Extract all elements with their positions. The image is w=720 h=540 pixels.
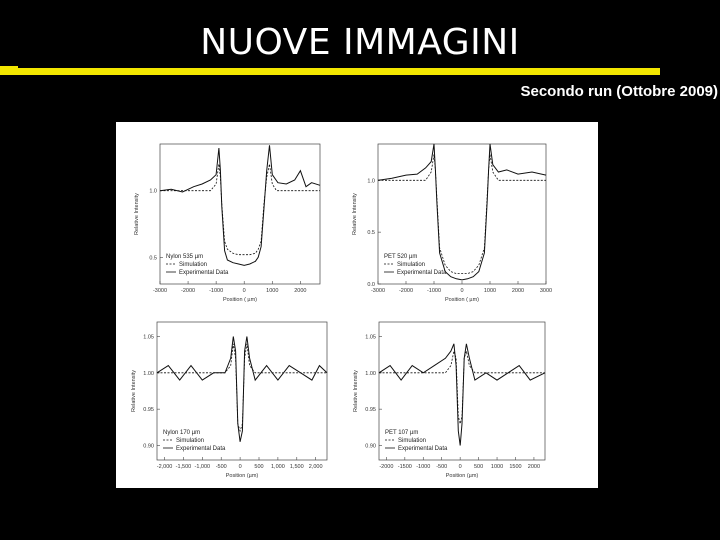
panel-3-sample-label: Nylon 170 µm — [163, 430, 200, 436]
panel-3-legend-label: Experimental Data — [176, 446, 226, 452]
panel-3-x-axis-label: Position (µm) — [226, 473, 259, 479]
panel-4-legend-label: Experimental Data — [398, 446, 448, 452]
panel-2-series-experimental-line — [377, 143, 547, 281]
panel-2-xtick-label: 2000 — [512, 288, 524, 294]
panel-2-x-axis-label: Position ( µm) — [445, 297, 479, 303]
panel-1-series-simulation-line — [160, 163, 320, 256]
panel-1-series-experimental-line — [159, 145, 321, 266]
panel-4-ytick-label: 0.95 — [365, 407, 376, 413]
panel-1-y-axis-label: Relative Intensity — [134, 193, 140, 235]
panel-2-xtick-label: 3000 — [540, 288, 552, 294]
panel-1-xtick-label: 2000 — [294, 288, 306, 294]
panel-4-xtick-label: -1500 — [398, 464, 412, 470]
panel-1-xtick-label: 1000 — [266, 288, 278, 294]
panel-1-xtick-label: -3000 — [153, 288, 167, 294]
panel-2-legend-label: Experimental Data — [397, 270, 447, 276]
panel-3-y-axis-label: Relative Intensity — [131, 370, 137, 412]
panel-3-series-simulation-line — [157, 343, 327, 433]
panel-4-xtick-label: -1000 — [416, 464, 430, 470]
panel-2-xtick-label: -2000 — [399, 288, 413, 294]
panel-4-xtick-label: 0 — [459, 464, 462, 470]
panel-1-legend-label: Experimental Data — [179, 270, 229, 276]
panel-4-x-axis-label: Position (µm) — [446, 473, 479, 479]
panel-2-xtick-label: -1000 — [427, 288, 441, 294]
figure-panel: -3000 -2000 -1000 0 1000 2000 1.0 0.5 Position (… — [116, 122, 598, 488]
panel-3-xtick-label: 500 — [254, 464, 263, 470]
panel-3-xtick-label: 1,500 — [290, 464, 304, 470]
panel-4-legend-label: Simulation — [398, 438, 426, 444]
panel-4-xtick-label: 1500 — [509, 464, 521, 470]
panel-4-ytick-label: 0.90 — [365, 443, 376, 449]
panel-3-ytick-label: 1.05 — [143, 335, 154, 341]
panel-1-ytick-label: 0.5 — [149, 255, 157, 261]
panel-3-ytick-label: 0.90 — [143, 443, 154, 449]
panel-4-xtick-label: 2000 — [528, 464, 540, 470]
panel-2-y-axis-label: Relative Intensity — [352, 193, 358, 235]
panel-3-ytick-label: 1.00 — [143, 371, 154, 377]
panel-2-sample-label: PET 520 µm — [384, 254, 417, 260]
panel-4-xtick-label: 1000 — [491, 464, 503, 470]
panel-2-legend-label: Simulation — [397, 262, 425, 268]
panel-4-series-simulation-line — [379, 350, 545, 424]
panel-4-sample-label: PET 107 µm — [385, 430, 418, 436]
panel-3-xtick-label: 2,000 — [309, 464, 323, 470]
panel-1-ytick-label: 1.0 — [149, 189, 157, 195]
panel-1-xtick-label: -2000 — [181, 288, 195, 294]
panel-3-plot-frame — [156, 321, 328, 461]
panel-1-legend-label: Simulation — [179, 262, 207, 268]
panel-3-xtick-label: -500 — [216, 464, 227, 470]
panel-1-plot-frame — [159, 143, 321, 285]
panel-2-ytick-label: 1.0 — [367, 178, 375, 184]
panel-4-ytick-label: 1.05 — [365, 335, 376, 341]
slide-title: NUOVE IMMAGINI — [200, 22, 520, 63]
panel-4-y-axis-label: Relative Intensity — [353, 370, 359, 412]
panel-3-xtick-label: -2,000 — [157, 464, 173, 470]
panel-4-series-experimental-line — [378, 343, 546, 446]
panel-2-ytick-label: 0.5 — [367, 230, 375, 236]
panel-4-plot-frame — [378, 321, 546, 461]
panel-3-xtick-label: 0 — [239, 464, 242, 470]
panel-3-legend-label: Simulation — [176, 438, 204, 444]
panel-1-x-axis-label: Position ( µm) — [223, 297, 257, 303]
panel-3-xtick-label: 1,000 — [271, 464, 285, 470]
panel-3-xtick-label: -1,000 — [195, 464, 211, 470]
chart-figure-svg: -3000 -2000 -1000 0 1000 2000 1.0 0.5 Position (… — [131, 143, 552, 479]
title-underline-bar — [0, 68, 660, 75]
panel-3-ytick-label: 0.95 — [143, 407, 154, 413]
panel-4-xtick-label: -500 — [436, 464, 447, 470]
slide-subtitle: Secondo run (Ottobre 2009) — [520, 83, 718, 100]
panel-3-xtick-label: -1,500 — [176, 464, 192, 470]
panel-2-xtick-label: 1000 — [484, 288, 496, 294]
panel-2-xtick-label: 0 — [460, 288, 463, 294]
panel-3-series-experimental-line — [156, 336, 328, 442]
panel-1-xtick-label: -1000 — [209, 288, 223, 294]
panel-4-xtick-label: 500 — [474, 464, 483, 470]
panel-4-ytick-label: 1.00 — [365, 371, 376, 377]
panel-4-xtick-label: -2000 — [379, 464, 393, 470]
panel-1-sample-label: Nylon 535 µm — [166, 254, 203, 260]
panel-1-xtick-label: 0 — [243, 288, 246, 294]
panel-2-xtick-label: -3000 — [371, 288, 385, 294]
panel-2-ytick-label: 0.0 — [367, 282, 375, 288]
